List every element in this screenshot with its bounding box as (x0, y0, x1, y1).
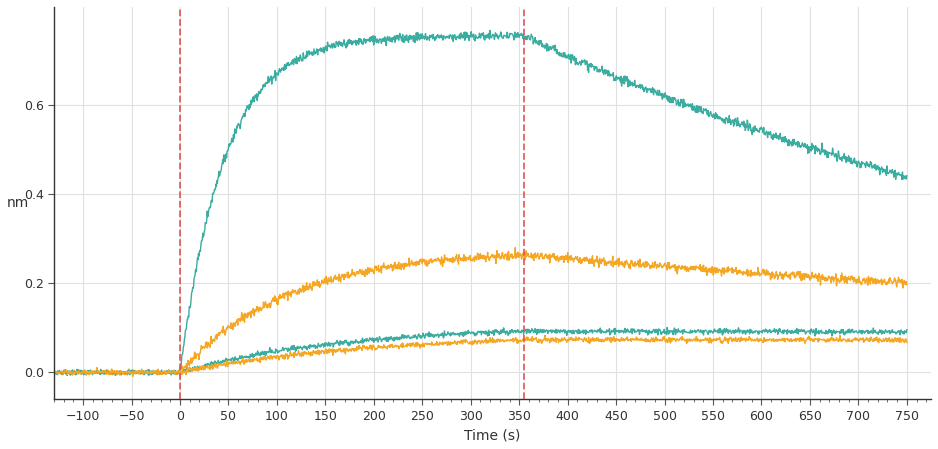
Y-axis label: nm: nm (7, 196, 29, 210)
X-axis label: Time (s): Time (s) (464, 428, 521, 442)
